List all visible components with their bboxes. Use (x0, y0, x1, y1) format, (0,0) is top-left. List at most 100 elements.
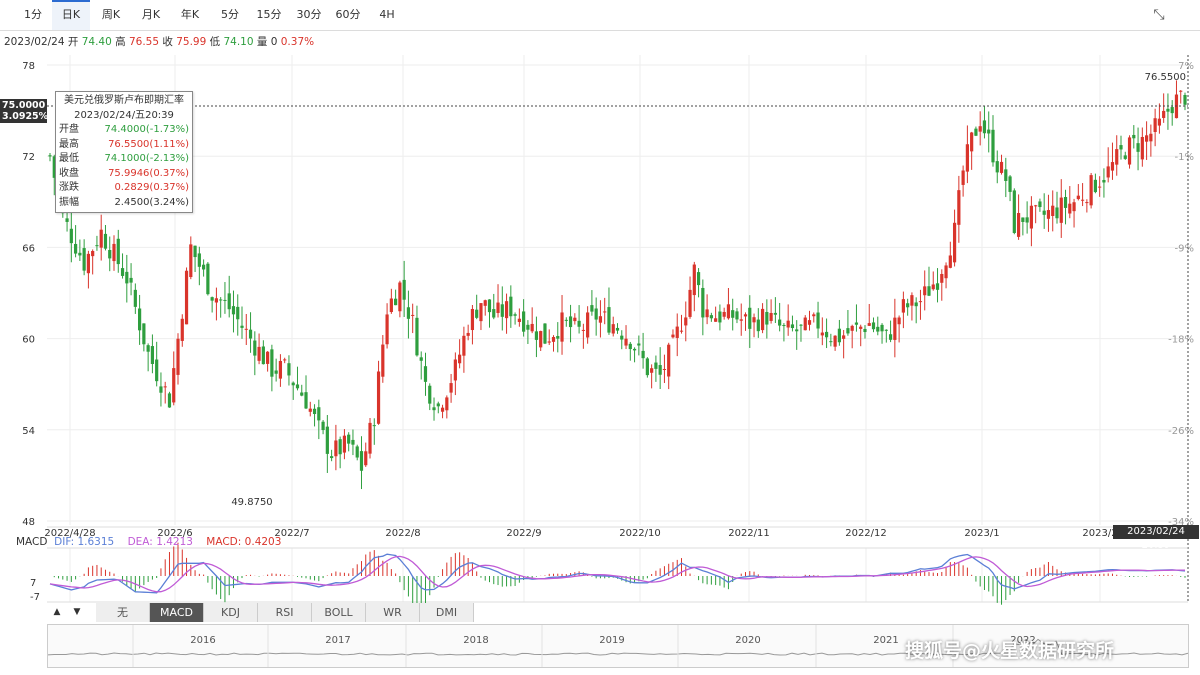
candle-body (1025, 217, 1029, 223)
candle-body (658, 365, 662, 375)
candle-body (1016, 213, 1021, 237)
candle-body (577, 320, 581, 327)
candle-body (381, 344, 385, 377)
candle-body (1136, 143, 1140, 152)
tooltip-label: 振幅 (59, 196, 79, 208)
ind-tab-none[interactable]: 无 (96, 603, 150, 622)
time-tick-label: 2022/11 (728, 528, 770, 539)
navigator-svg: 2016 2017 2018 2019 2020 2021 2022 (48, 625, 1188, 667)
candle-body (816, 312, 820, 329)
tooltip-label: 收盘 (59, 167, 79, 179)
candle-body (547, 341, 551, 343)
candle-body (735, 311, 739, 320)
percent-tick-label: 7% (1178, 61, 1194, 72)
candle-body (223, 299, 227, 301)
candle-body (385, 314, 389, 345)
candle-body (1127, 137, 1132, 165)
arrow-up-icon[interactable]: ▲ (48, 603, 66, 622)
tooltip-label: 最低 (59, 153, 79, 164)
tab-30min[interactable]: 30分 (296, 8, 322, 21)
candle-body (496, 302, 500, 313)
candle-body (1123, 155, 1127, 159)
percent-axis: 7% -1% -9% -18% -26% -34% (1168, 61, 1194, 528)
navigator-year-label: 2020 (735, 635, 760, 646)
arrow-down-icon[interactable]: ▼ (68, 603, 86, 622)
candle-body (931, 284, 935, 290)
candle-body (539, 331, 543, 348)
ind-tab-wr[interactable]: WR (366, 603, 420, 622)
candle-body (530, 323, 534, 332)
tab-monthly[interactable]: 月K (141, 8, 161, 21)
candle-body (261, 346, 265, 365)
tab-1min[interactable]: 1分 (24, 8, 42, 21)
tooltip-row-close: 收盘 75.9946(0.37%) (56, 167, 192, 182)
candle-body (462, 335, 466, 356)
candle-body (952, 222, 957, 263)
candle-body (756, 319, 760, 332)
tooltip-label: 最高 (59, 138, 79, 150)
candle-body (82, 248, 86, 271)
ohlc-info-bar: 2023/02/24 开 74.40 高 76.55 收 75.99 低 74.… (4, 34, 314, 49)
candle-body (1012, 190, 1016, 233)
tab-daily[interactable]: 日K (52, 0, 90, 30)
ind-tab-kdj[interactable]: KDJ (204, 603, 258, 622)
candle-body (513, 314, 517, 316)
candle-body (773, 312, 777, 315)
tab-4h[interactable]: 4H (379, 8, 395, 21)
ind-tab-macd[interactable]: MACD (150, 603, 204, 622)
candle-body (257, 346, 261, 361)
collapse-arrows-icon[interactable]: ⤡ (1153, 7, 1165, 23)
tab-weekly[interactable]: 周K (101, 8, 121, 21)
info-date: 2023/02/24 (4, 36, 65, 48)
candle-body (1106, 166, 1110, 178)
tab-60min[interactable]: 60分 (335, 8, 361, 21)
info-close: 75.99 (176, 36, 207, 48)
candle-body (795, 329, 799, 332)
candle-body (99, 229, 103, 248)
candle-body (778, 319, 782, 326)
range-navigator[interactable]: 2016 2017 2018 2019 2020 2021 2022 (47, 624, 1189, 668)
candle-body (1059, 197, 1063, 223)
ind-tab-dmi[interactable]: DMI (420, 603, 474, 622)
candle-body (159, 386, 163, 393)
candle-body (244, 328, 248, 330)
candle-body (206, 263, 210, 295)
candle-body (479, 303, 483, 322)
candle-body (705, 309, 709, 318)
tooltip-value: 76.5500(1.11%) (108, 138, 189, 150)
candle-body (534, 331, 539, 340)
candle-body (863, 328, 867, 333)
candle-body (475, 309, 479, 318)
dea-value: 1.4213 (156, 536, 193, 548)
ind-tab-rsi[interactable]: RSI (258, 603, 312, 622)
candle-body (603, 311, 607, 313)
tab-yearly[interactable]: 年K (180, 8, 200, 21)
candle-body (1072, 202, 1076, 212)
tooltip-title: 美元兑俄罗斯卢布即期汇率 (64, 95, 184, 106)
navigator-line (48, 638, 1188, 656)
candle-body (748, 307, 752, 329)
candle-body (189, 244, 193, 278)
candle-body (355, 446, 359, 458)
candle-body (176, 338, 180, 375)
candle-body (650, 368, 654, 373)
percent-tick-label: -1% (1175, 152, 1194, 163)
ind-tab-boll[interactable]: BOLL (312, 603, 366, 622)
candle-body (321, 421, 325, 431)
tooltip-row-open: 开盘 74.4000(-1.73%) (56, 123, 192, 138)
candle-body (74, 243, 78, 254)
candle-body (944, 265, 948, 279)
candle-body (376, 371, 381, 424)
tooltip-row-change: 涨跌 0.2829(0.37%) (56, 181, 192, 196)
tab-5min[interactable]: 5分 (221, 8, 239, 21)
candle-body (419, 357, 423, 361)
candle-body (1157, 118, 1161, 126)
candle-body (402, 279, 406, 300)
candle-body (543, 323, 547, 344)
candle-body (116, 238, 120, 265)
tab-15min[interactable]: 15分 (256, 8, 282, 21)
candle-body (854, 322, 859, 325)
navigator-year-label: 2016 (190, 635, 215, 646)
tooltip-row-low: 最低 74.1000(-2.13%) (56, 152, 192, 167)
